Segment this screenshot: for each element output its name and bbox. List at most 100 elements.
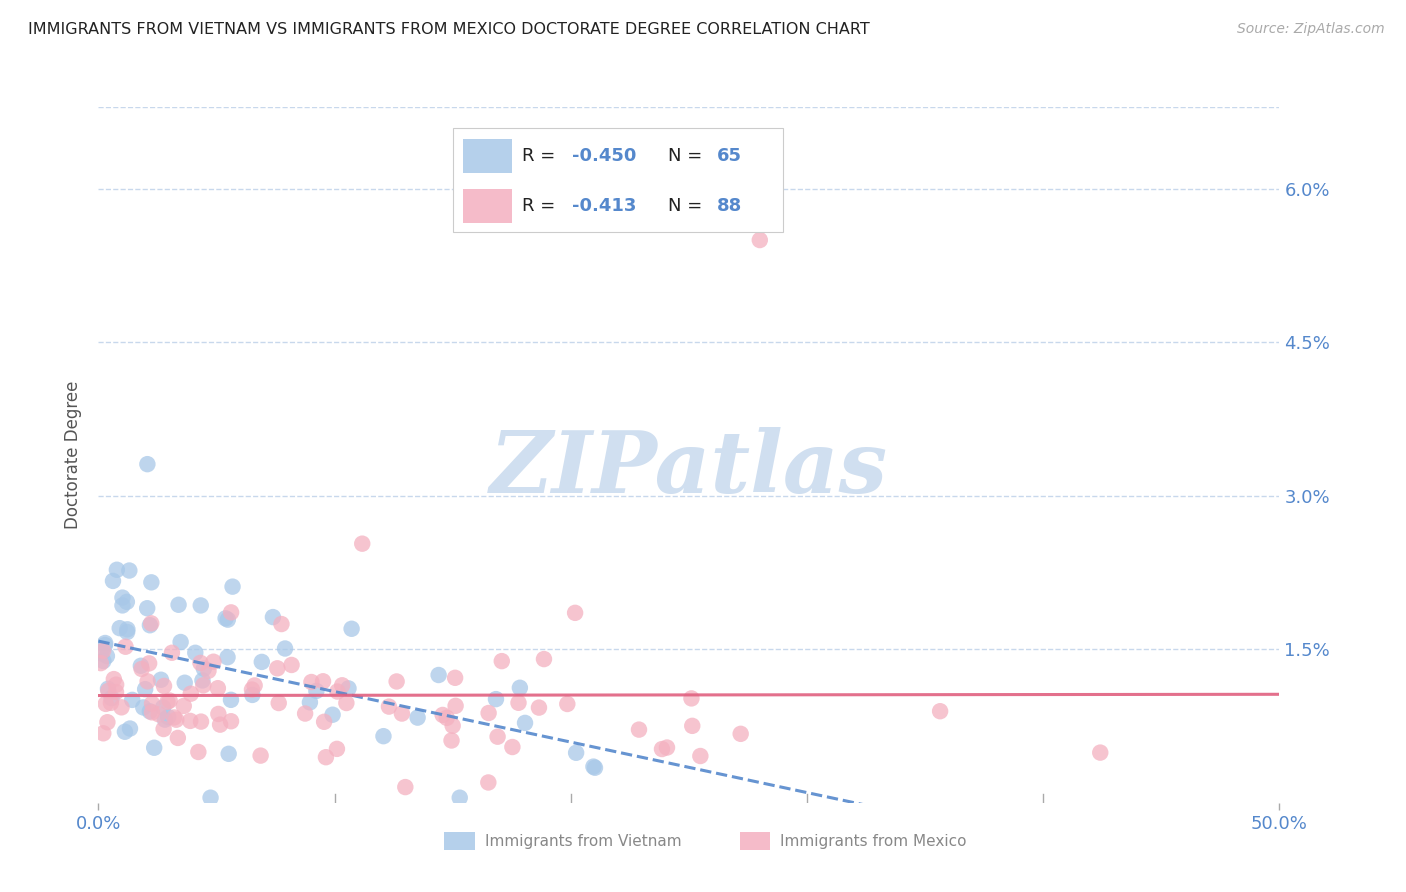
Point (118, 722, 141, 736)
Text: -0.413: -0.413 (572, 197, 636, 215)
Point (139, 618, 162, 632)
Point (250, 655, 273, 669)
Point (280, 657, 302, 672)
Point (153, 679, 176, 693)
Point (340, 622, 363, 636)
Point (440, 733, 463, 747)
Point (527, 700, 550, 714)
Point (159, 693, 181, 707)
Point (91, 644, 114, 658)
Point (655, 740, 678, 755)
Point (100, 691, 122, 706)
Point (152, 722, 174, 736)
Point (491, 654, 513, 668)
Point (141, 616, 163, 631)
Point (105, 678, 128, 692)
Point (114, 724, 136, 739)
Point (565, 746, 588, 760)
Point (111, 599, 134, 613)
Point (312, 674, 335, 689)
Y-axis label: Doctorate Degree: Doctorate Degree (65, 381, 83, 529)
Point (129, 658, 152, 673)
Point (105, 563, 128, 577)
Point (138, 657, 160, 671)
Point (335, 696, 357, 710)
Point (352, 536, 374, 550)
Point (197, 664, 219, 678)
Point (326, 684, 349, 698)
Point (193, 678, 215, 692)
Point (217, 613, 239, 627)
Point (118, 564, 141, 578)
Point (627, 723, 650, 737)
Point (160, 646, 183, 660)
Text: 88: 88 (717, 197, 742, 215)
Point (152, 700, 174, 714)
Point (117, 623, 139, 637)
Point (132, 700, 155, 714)
Point (143, 740, 166, 755)
Point (681, 719, 703, 733)
Text: R =: R = (522, 197, 555, 215)
Point (748, 233, 770, 247)
Point (432, 708, 454, 723)
Point (191, 673, 214, 688)
Point (270, 617, 292, 632)
Point (513, 715, 536, 730)
Point (330, 678, 353, 692)
Point (219, 606, 242, 620)
Point (202, 655, 225, 669)
Point (93, 654, 115, 668)
Point (184, 646, 207, 660)
Text: -0.450: -0.450 (572, 147, 636, 165)
Point (121, 693, 143, 707)
Point (96, 648, 118, 663)
Text: Immigrants from Vietnam: Immigrants from Vietnam (485, 834, 682, 848)
Point (115, 595, 138, 609)
Point (139, 704, 162, 718)
Point (105, 685, 128, 699)
Point (166, 731, 188, 745)
Text: N =: N = (668, 147, 702, 165)
Point (207, 706, 229, 721)
Point (477, 775, 499, 789)
Point (730, 727, 752, 741)
Point (219, 714, 242, 729)
Point (262, 610, 284, 624)
Point (148, 707, 170, 722)
Point (441, 719, 464, 733)
Point (508, 696, 530, 710)
Point (179, 714, 201, 728)
Point (583, 761, 606, 775)
Point (219, 693, 242, 707)
Point (136, 457, 159, 471)
Point (427, 668, 450, 682)
Point (315, 750, 337, 764)
Point (385, 674, 408, 689)
Point (249, 748, 271, 763)
Point (134, 682, 156, 697)
Point (94, 638, 117, 652)
Point (193, 662, 215, 676)
Point (100, 696, 122, 710)
Point (1090, 746, 1112, 760)
Point (214, 611, 236, 625)
Point (101, 574, 124, 588)
Point (163, 710, 186, 724)
Point (314, 714, 336, 729)
Point (305, 684, 328, 698)
Point (97, 681, 120, 696)
Text: IMMIGRANTS FROM VIETNAM VS IMMIGRANTS FROM MEXICO DOCTORATE DEGREE CORRELATION C: IMMIGRANTS FROM VIETNAM VS IMMIGRANTS FR… (28, 22, 870, 37)
Point (266, 661, 288, 675)
Point (114, 640, 136, 654)
Point (929, 704, 952, 718)
Point (444, 698, 467, 713)
Point (406, 711, 429, 725)
Point (141, 575, 163, 590)
Point (141, 706, 163, 720)
Point (167, 598, 190, 612)
Point (373, 729, 395, 743)
Point (681, 691, 703, 706)
Point (274, 641, 297, 656)
Point (555, 697, 578, 711)
